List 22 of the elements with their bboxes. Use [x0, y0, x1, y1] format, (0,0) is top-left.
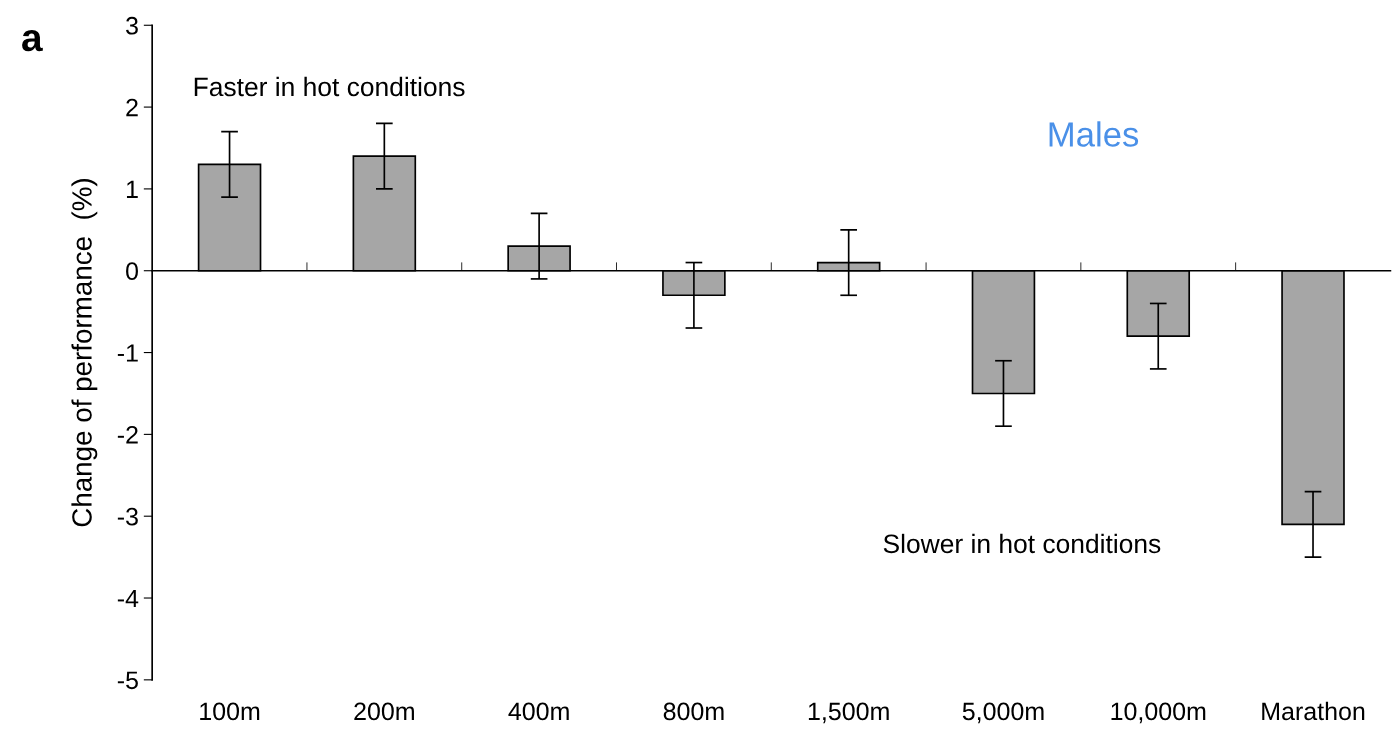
x-tick-label: 10,000m — [1111, 702, 1206, 724]
y-tick-label: 1 — [126, 180, 138, 198]
x-tick-label: 5,000m — [962, 702, 1044, 724]
y-tick-label: -1 — [117, 344, 138, 362]
x-tick-label: 200m — [354, 702, 414, 721]
y-tick-label: -5 — [117, 671, 138, 690]
x-tick-label: 1,500m — [808, 702, 889, 724]
annotation: Slower in hot conditions — [883, 533, 1161, 554]
y-tick-label: 3 — [126, 16, 138, 35]
annotation: Males — [1049, 121, 1139, 147]
y-tick-label: 2 — [126, 98, 138, 117]
annotation: Faster in hot conditions — [194, 76, 465, 97]
x-tick-label: 800m — [663, 702, 724, 721]
y-tick-label: -4 — [117, 589, 139, 608]
x-tick-label: Marathon — [1262, 701, 1365, 721]
x-tick-label: 100m — [200, 702, 260, 721]
y-tick-label: -3 — [117, 507, 138, 526]
text: a — [22, 29, 43, 52]
y-tick-label: 0 — [126, 262, 138, 281]
x-tick-label: 400m — [508, 702, 569, 721]
y-tick-label: -2 — [117, 425, 138, 444]
y-axis-title: Change of performance (%) — [71, 179, 98, 527]
